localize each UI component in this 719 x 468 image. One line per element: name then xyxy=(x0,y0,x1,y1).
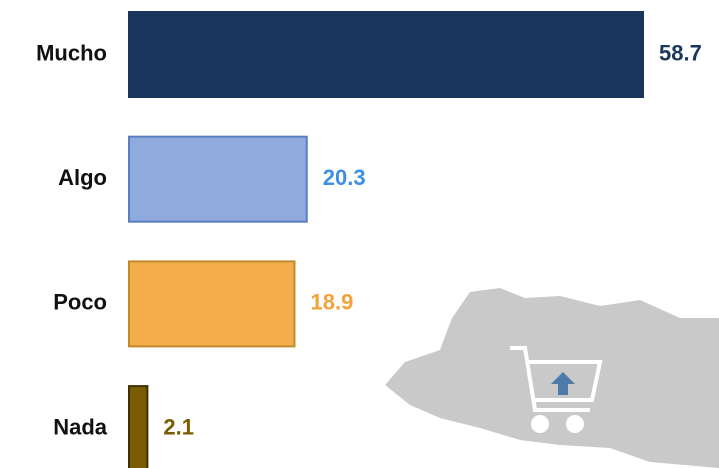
bar xyxy=(128,385,149,468)
category-label: Poco xyxy=(53,290,107,315)
bar xyxy=(128,260,296,348)
bar xyxy=(128,135,308,223)
value-label: 2.1 xyxy=(163,414,194,439)
value-label: 20.3 xyxy=(323,165,366,190)
upload-arrow xyxy=(551,372,575,395)
cart-wheel xyxy=(566,415,584,433)
bar xyxy=(128,11,644,98)
category-label: Mucho xyxy=(36,40,107,65)
background-map xyxy=(385,288,719,468)
cart-icon xyxy=(510,346,603,433)
category-label: Algo xyxy=(58,165,107,190)
value-label: 18.9 xyxy=(310,290,353,315)
cart-handle xyxy=(510,346,590,412)
map-shape xyxy=(385,288,719,468)
cart-basket xyxy=(528,360,603,402)
category-label: Nada xyxy=(53,414,108,439)
value-label: 58.7 xyxy=(659,40,702,65)
cart-wheel xyxy=(531,415,549,433)
